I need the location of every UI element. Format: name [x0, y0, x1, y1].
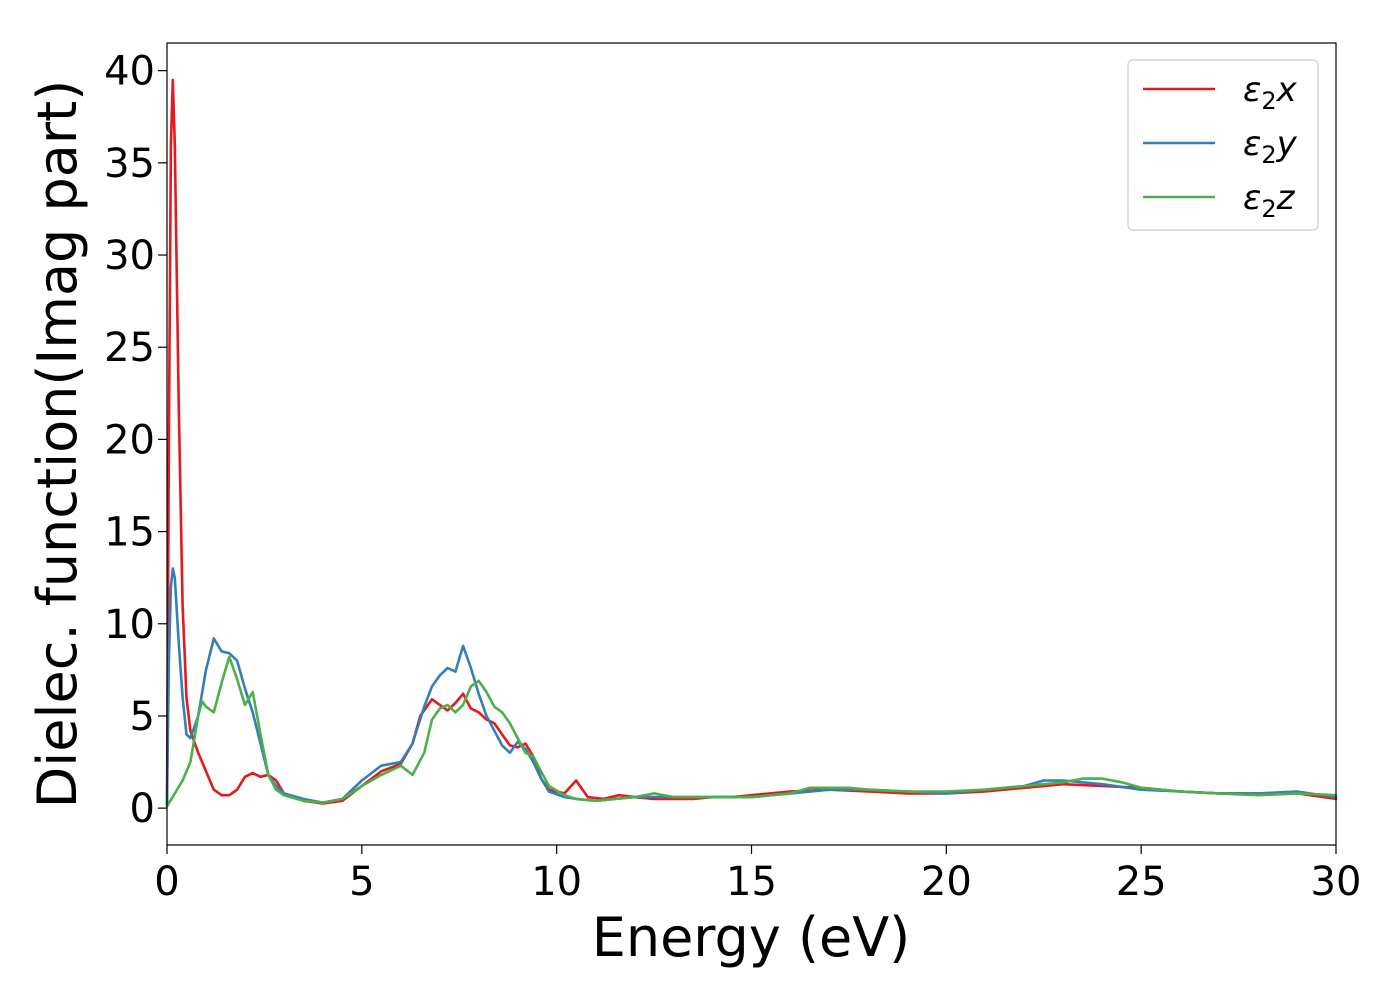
- legend: ε2x ε2y ε2z: [1127, 59, 1319, 231]
- y-axis: 0 5 10 15 20 25 30 35 40: [104, 49, 167, 832]
- y-tick-label: 15: [104, 510, 155, 556]
- y-tick-label: 40: [104, 49, 155, 95]
- series-line-z: [165, 655, 1338, 808]
- x-tick-label: 30: [1311, 859, 1362, 905]
- y-tick-label: 10: [104, 602, 155, 648]
- y-tick-label: 20: [104, 417, 155, 463]
- series-line-x: [165, 78, 1338, 806]
- y-tick-label: 30: [104, 233, 155, 279]
- x-tick-label: 15: [726, 859, 777, 905]
- x-tick-label: 25: [1116, 859, 1167, 905]
- x-tick-label: 5: [349, 859, 374, 905]
- y-tick-label: 35: [104, 141, 155, 187]
- x-axis-label: Energy (eV): [592, 906, 911, 969]
- legend-label-x: ε2x: [1243, 70, 1298, 115]
- series-layer: [165, 78, 1338, 808]
- x-tick-label: 10: [531, 859, 582, 905]
- legend-label-z: ε2z: [1243, 178, 1296, 223]
- y-tick-label: 5: [130, 694, 155, 740]
- x-tick-label: 20: [921, 859, 972, 905]
- x-tick-label: 0: [154, 859, 179, 905]
- x-axis: 0 5 10 15 20 25 30: [154, 845, 1361, 905]
- legend-label-y: ε2y: [1243, 124, 1298, 169]
- y-tick-label: 25: [104, 325, 155, 371]
- y-tick-label: 0: [130, 786, 155, 832]
- y-axis-label: Dielec. function(Imag part): [26, 80, 89, 809]
- legend-box: [1127, 59, 1319, 231]
